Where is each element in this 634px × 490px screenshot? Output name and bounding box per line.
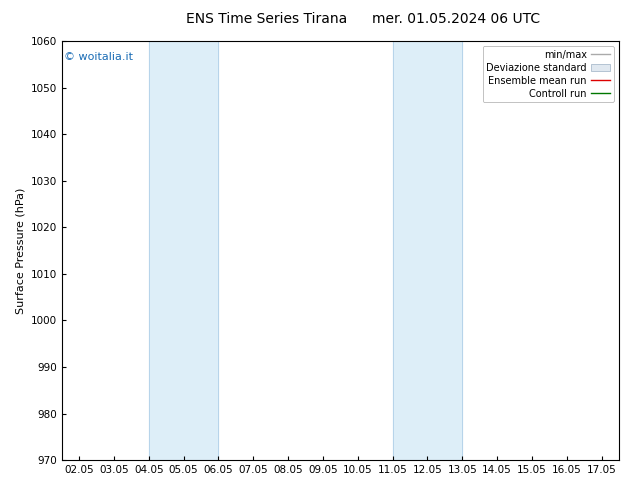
Text: ENS Time Series Tirana: ENS Time Series Tirana <box>186 12 347 26</box>
Text: © woitalia.it: © woitalia.it <box>65 51 133 62</box>
Bar <box>392 41 462 460</box>
Y-axis label: Surface Pressure (hPa): Surface Pressure (hPa) <box>15 187 25 314</box>
Legend: min/max, Deviazione standard, Ensemble mean run, Controll run: min/max, Deviazione standard, Ensemble m… <box>482 46 614 102</box>
Text: mer. 01.05.2024 06 UTC: mer. 01.05.2024 06 UTC <box>372 12 541 26</box>
Bar <box>149 41 219 460</box>
